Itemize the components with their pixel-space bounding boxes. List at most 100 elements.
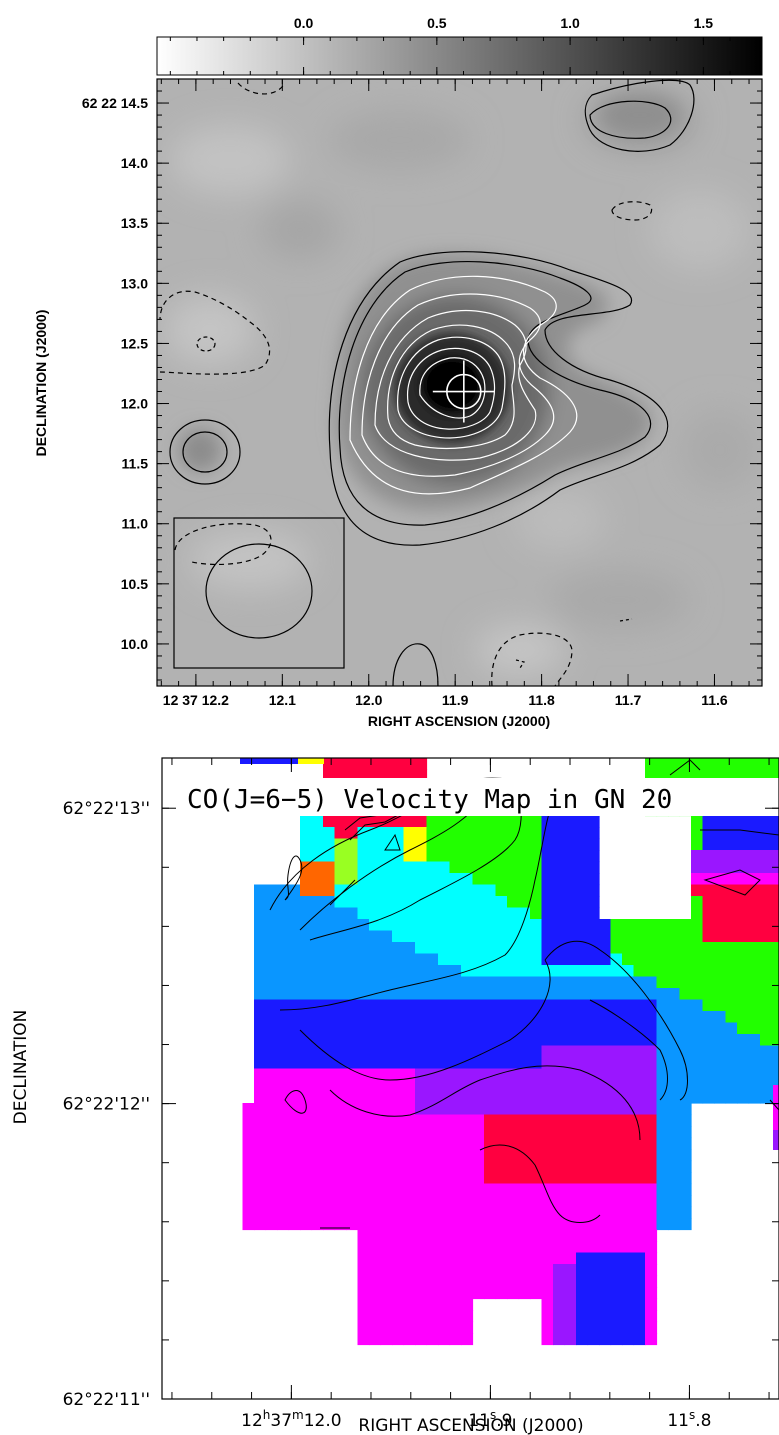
velocity-pixel <box>484 953 497 966</box>
velocity-pixel <box>357 1126 370 1139</box>
velocity-pixel <box>599 1241 612 1254</box>
velocity-pixel <box>265 1034 278 1047</box>
velocity-pixel <box>380 1206 393 1219</box>
velocity-pixel <box>369 1091 382 1104</box>
velocity-pixel <box>415 1149 428 1162</box>
velocity-pixel <box>300 1068 313 1081</box>
velocity-pixel <box>760 930 773 943</box>
velocity-pixel <box>426 1057 439 1070</box>
velocity-pixel <box>679 930 692 943</box>
velocity-pixel <box>507 1241 520 1254</box>
velocity-pixel <box>311 1183 324 1196</box>
velocity-pixel <box>587 1103 600 1116</box>
velocity-pixel <box>668 930 681 943</box>
velocity-pixel <box>323 907 336 920</box>
velocity-pixel <box>622 999 635 1012</box>
velocity-pixel <box>357 1252 370 1265</box>
velocity-pixel <box>622 1022 635 1035</box>
velocity-pixel <box>392 1011 405 1024</box>
velocity-pixel <box>576 1229 589 1242</box>
velocity-pixel <box>564 1045 577 1058</box>
velocity-pixel <box>426 1195 439 1208</box>
velocity-pixel <box>587 1172 600 1185</box>
velocity-pixel <box>242 1137 255 1150</box>
velocity-pixel <box>334 1126 347 1139</box>
velocity-pixel <box>300 884 313 897</box>
velocity-pixel <box>449 896 462 909</box>
velocity-pixel <box>645 999 658 1012</box>
velocity-pixel <box>507 1172 520 1185</box>
velocity-pixel <box>288 1034 301 1047</box>
velocity-pixel <box>645 1068 658 1081</box>
velocity-pixel <box>461 1172 474 1185</box>
velocity-pixel <box>380 988 393 1001</box>
velocity-pixel <box>484 1080 497 1093</box>
velocity-pixel <box>622 953 635 966</box>
velocity-pixel <box>760 1011 773 1024</box>
velocity-pixel <box>265 1114 278 1127</box>
velocity-pixel <box>668 1160 681 1173</box>
velocity-pixel <box>530 1183 543 1196</box>
velocity-pixel <box>760 838 773 851</box>
velocity-pixel <box>645 1241 658 1254</box>
velocity-pixel <box>760 873 773 886</box>
velocity-pixel <box>311 1068 324 1081</box>
velocity-pixel <box>633 1321 646 1334</box>
velocity-pixel <box>622 1057 635 1070</box>
velocity-pixel <box>438 1195 451 1208</box>
velocity-pixel <box>288 1149 301 1162</box>
velocity-pixel <box>495 1241 508 1254</box>
velocity-pixel <box>576 838 589 851</box>
velocity-pixel <box>288 976 301 989</box>
velocity-pixel <box>426 1333 439 1346</box>
velocity-pixel <box>668 1080 681 1093</box>
velocity-pixel <box>541 1206 554 1219</box>
vcontour-8 <box>589 999 668 1101</box>
velocity-pixel <box>254 1114 267 1127</box>
velocity-pixel <box>380 919 393 932</box>
x-tick-label: 11.7 <box>615 692 642 708</box>
velocity-pixel <box>748 1080 761 1093</box>
velocity-pixel <box>725 942 738 955</box>
velocity-pixel <box>484 1264 497 1277</box>
velocity-pixel <box>392 1022 405 1035</box>
velocity-pixel <box>484 999 497 1012</box>
velocity-pixel <box>311 1160 324 1173</box>
velocity-pixel <box>679 1172 692 1185</box>
velocity-pixel <box>576 896 589 909</box>
velocity-pixel <box>415 1264 428 1277</box>
velocity-pixel <box>392 1183 405 1196</box>
velocity-pixel <box>576 1241 589 1254</box>
velocity-pixel <box>633 1183 646 1196</box>
velocity-pixel <box>518 1287 531 1300</box>
velocity-pixel <box>507 1034 520 1047</box>
velocity-pixel <box>300 976 313 989</box>
velocity-pixel <box>403 919 416 932</box>
velocity-pixel <box>449 1172 462 1185</box>
velocity-pixel <box>461 1310 474 1323</box>
velocity-pixel <box>426 1149 439 1162</box>
velocity-pixel <box>426 850 439 863</box>
velocity-pixel <box>288 907 301 920</box>
velocity-pixel <box>702 1034 715 1047</box>
velocity-pixel <box>403 1310 416 1323</box>
velocity-pixel <box>564 1068 577 1081</box>
velocity-pixel <box>587 1126 600 1139</box>
velocity-pixel <box>461 1126 474 1139</box>
velocity-pixel <box>541 850 554 863</box>
velocity-pixel <box>369 907 382 920</box>
velocity-pixel <box>668 919 681 932</box>
velocity-pixel <box>541 1034 554 1047</box>
velocity-pixel <box>599 1195 612 1208</box>
velocity-pixel <box>392 965 405 978</box>
velocity-pixel <box>323 1080 336 1093</box>
velocity-pixel <box>737 815 750 828</box>
velocity-pixel <box>622 1114 635 1127</box>
velocity-pixel <box>610 1080 623 1093</box>
velocity-pixel <box>507 988 520 1001</box>
velocity-pixel <box>346 965 359 978</box>
velocity-pixel <box>472 838 485 851</box>
velocity-pixel <box>254 988 267 1001</box>
velocity-pixel <box>645 1045 658 1058</box>
velocity-pixel <box>714 907 727 920</box>
